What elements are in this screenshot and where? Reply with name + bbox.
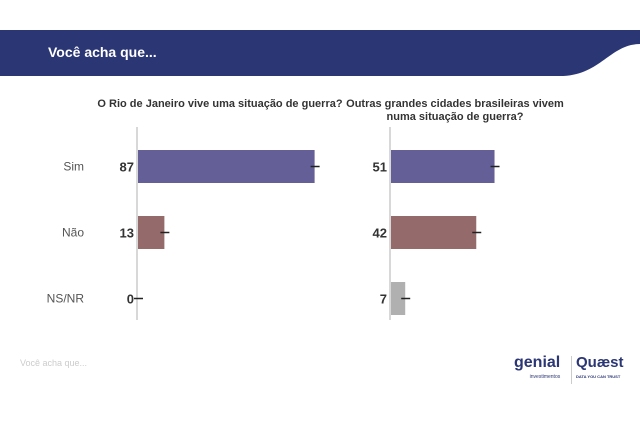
quaest-logo: Quæst DATA YOU CAN TRUST — [571, 355, 624, 384]
value-label: 7 — [380, 292, 387, 307]
value-label: 0 — [127, 292, 134, 307]
category-label: NS/NR — [47, 292, 85, 306]
page-title: Você acha que... — [48, 44, 157, 60]
bar — [391, 216, 477, 249]
bar — [138, 150, 315, 183]
bar — [391, 282, 406, 315]
value-label: 13 — [120, 226, 134, 241]
category-label: Sim — [63, 160, 84, 174]
chart-title-outras: Outras grandes cidades brasileiras vivem… — [346, 98, 564, 123]
chart-title-rio: O Rio de Janeiro vive uma situação de gu… — [97, 98, 343, 110]
value-label: 87 — [120, 160, 134, 175]
footer-text: Você acha que... — [20, 358, 88, 368]
bar — [391, 150, 495, 183]
header-banner — [0, 30, 640, 76]
value-label: 51 — [373, 160, 387, 175]
category-label: Não — [62, 226, 84, 240]
genial-logo: genial investimentos — [514, 354, 561, 381]
value-label: 42 — [373, 226, 387, 241]
bar — [138, 216, 165, 249]
